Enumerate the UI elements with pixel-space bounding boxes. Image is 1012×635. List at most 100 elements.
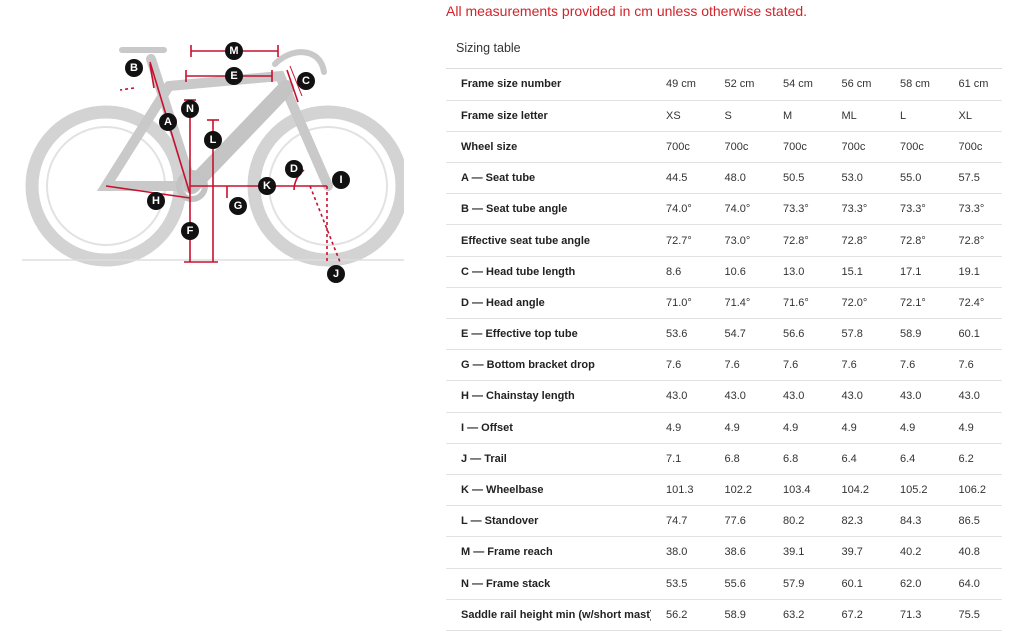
bike-geometry-svg: M B E C N A L D I K H G F J xyxy=(22,42,404,283)
table-cell: L xyxy=(885,100,944,132)
table-cell: S xyxy=(709,100,768,132)
row-label: I — Offset xyxy=(446,412,651,444)
table-cell: 54 cm xyxy=(768,69,827,101)
down-tube xyxy=(184,80,294,194)
table-cell: 73.3° xyxy=(885,193,944,226)
table-row: B — Seat tube angle 74.0° 74.0° 73.3° 73.3° 7… xyxy=(446,193,1002,226)
row-label: K — Wheelbase xyxy=(446,474,651,507)
table-row: Saddle rail height min (w/short mast) 56.… xyxy=(446,599,1002,631)
svg-text:B: B xyxy=(130,62,138,74)
row-label: B — Seat tube angle xyxy=(446,193,651,226)
table-cell: ML xyxy=(826,100,885,132)
table-row: Frame size letter XS S M ML L XL xyxy=(446,100,1002,132)
row-label: Wheel size xyxy=(446,131,651,164)
row-label: Effective seat tube angle xyxy=(446,224,651,257)
marker-A: A xyxy=(159,113,177,131)
table-cell: 54.7 xyxy=(709,318,768,351)
table-cell: 71.6° xyxy=(768,287,827,320)
table-cell: 38.0 xyxy=(651,536,710,569)
table-cell: 15.1 xyxy=(826,256,885,288)
table-cell: 19.1 xyxy=(943,256,1002,288)
table-cell: 39.7 xyxy=(826,536,885,569)
table-cell: 700c xyxy=(943,131,1002,164)
table-cell: 52 cm xyxy=(709,69,768,101)
table-cell: 72.1° xyxy=(885,287,944,320)
table-row: N — Frame stack 53.5 55.6 57.9 60.1 62.0 64.0 xyxy=(446,568,1002,600)
table-cell: 38.6 xyxy=(709,536,768,569)
bike-geometry-diagram: M B E C N A L D I K H G F J xyxy=(22,36,404,286)
table-cell: 700c xyxy=(826,131,885,164)
table-cell: 72.8° xyxy=(885,224,944,257)
table-row: A — Seat tube 44.5 48.0 50.5 53.0 55.0 57.5 xyxy=(446,162,1002,195)
table-cell: 60.1 xyxy=(826,568,885,600)
svg-text:F: F xyxy=(187,225,194,237)
table-cell: 39.1 xyxy=(768,536,827,569)
table-cell: 71.3 xyxy=(885,599,944,631)
table-row: K — Wheelbase 101.3 102.2 103.4 104.2 105.2 10… xyxy=(446,474,1002,507)
table-cell: 40.8 xyxy=(943,536,1002,569)
table-cell: 7.1 xyxy=(651,443,710,475)
table-cell: 77.6 xyxy=(709,505,768,538)
table-cell: 64.0 xyxy=(943,568,1002,600)
table-cell: 57.8 xyxy=(826,318,885,351)
table-cell: 103.4 xyxy=(768,474,827,507)
table-cell: M xyxy=(768,100,827,132)
table-row: M — Frame reach 38.0 38.6 39.1 39.7 40.2 40.8 xyxy=(446,536,1002,569)
table-cell: 44.5 xyxy=(651,162,710,195)
row-label: E — Effective top tube xyxy=(446,318,651,351)
table-cell: 4.9 xyxy=(768,412,827,444)
table-cell: 10.6 xyxy=(709,256,768,288)
table-cell: 73.3° xyxy=(943,193,1002,226)
table-cell: 17.1 xyxy=(885,256,944,288)
table-cell: 102.2 xyxy=(709,474,768,507)
table-cell: 43.0 xyxy=(885,380,944,413)
table-cell: 13.0 xyxy=(768,256,827,288)
table-cell: XS xyxy=(651,100,710,132)
table-cell: 57.5 xyxy=(943,162,1002,195)
table-cell: 43.0 xyxy=(768,380,827,413)
table-row: H — Chainstay length 43.0 43.0 43.0 43.0 43.0… xyxy=(446,380,1002,413)
table-cell: XL xyxy=(943,100,1002,132)
table-cell: 4.9 xyxy=(885,412,944,444)
marker-H: H xyxy=(147,192,165,210)
table-cell: 55.6 xyxy=(709,568,768,600)
table-cell: 700c xyxy=(885,131,944,164)
table-cell: 74.0° xyxy=(651,193,710,226)
table-cell: 6.8 xyxy=(709,443,768,475)
row-label: Saddle rail height min (w/short mast) xyxy=(446,599,651,631)
table-cell: 700c xyxy=(768,131,827,164)
table-cell: 86.5 xyxy=(943,505,1002,538)
marker-M: M xyxy=(225,42,243,60)
table-cell: 53.6 xyxy=(651,318,710,351)
row-label: C — Head tube length xyxy=(446,256,651,288)
table-cell: 43.0 xyxy=(943,380,1002,413)
table-cell: 73.3° xyxy=(768,193,827,226)
row-label: H — Chainstay length xyxy=(446,380,651,413)
table-cell: 72.8° xyxy=(943,224,1002,257)
row-label: Frame size letter xyxy=(446,100,651,132)
marker-G: G xyxy=(229,197,247,215)
table-row: Effective seat tube angle 72.7° 73.0° 72.8°… xyxy=(446,224,1002,257)
table-cell: 8.6 xyxy=(651,256,710,288)
svg-text:M: M xyxy=(229,45,238,57)
table-cell: 80.2 xyxy=(768,505,827,538)
table-cell: 56.2 xyxy=(651,599,710,631)
svg-text:N: N xyxy=(186,103,194,115)
table-cell: 73.0° xyxy=(709,224,768,257)
table-cell: 72.8° xyxy=(768,224,827,257)
marker-J: J xyxy=(327,265,345,283)
table-cell: 84.3 xyxy=(885,505,944,538)
svg-text:I: I xyxy=(339,174,342,186)
table-row: L — Standover 74.7 77.6 80.2 82.3 84.3 86.5 xyxy=(446,505,1002,538)
table-row: Wheel size 700c 700c 700c 700c 700c 700c xyxy=(446,131,1002,164)
table-cell: 6.2 xyxy=(943,443,1002,475)
table-cell: 67.2 xyxy=(826,599,885,631)
svg-text:L: L xyxy=(210,134,217,146)
handlebar xyxy=(272,49,327,75)
table-cell: 74.7 xyxy=(651,505,710,538)
table-cell: 7.6 xyxy=(826,349,885,382)
table-cell: 53.5 xyxy=(651,568,710,600)
svg-text:G: G xyxy=(234,200,243,212)
table-cell: 7.6 xyxy=(885,349,944,382)
svg-text:H: H xyxy=(152,195,160,207)
